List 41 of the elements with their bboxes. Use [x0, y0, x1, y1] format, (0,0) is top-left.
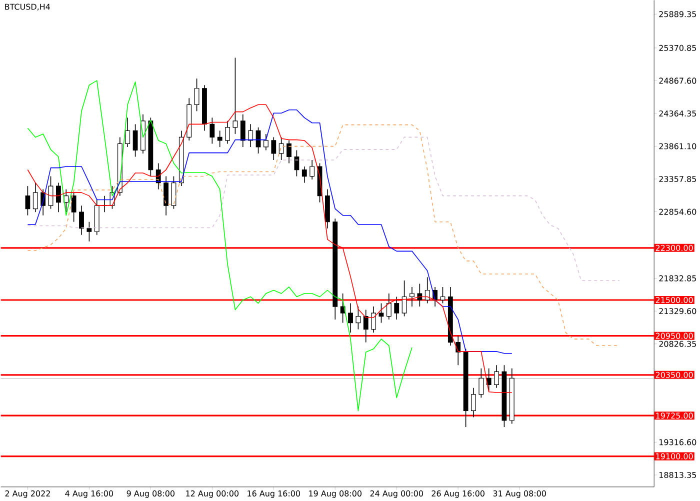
- candlestick: [278, 136, 284, 160]
- candlestick: [386, 292, 392, 320]
- candlestick: [164, 176, 168, 216]
- candlestick: [86, 221, 92, 242]
- candlestick: [217, 130, 222, 148]
- candlestick: [402, 280, 407, 317]
- candlestick: [264, 133, 268, 150]
- candlestick: [471, 387, 476, 418]
- candlestick: [25, 185, 30, 216]
- candlestick: [132, 124, 138, 157]
- candlestick: [478, 368, 484, 398]
- candlestick: [356, 306, 361, 330]
- candlestick: [232, 57, 238, 134]
- candlestick: [363, 309, 368, 343]
- candlestick: [340, 292, 346, 324]
- candlestick: [348, 302, 353, 333]
- candlestick: [225, 120, 230, 144]
- candlestick: [32, 182, 38, 212]
- candlestick: [424, 276, 430, 304]
- candlestick: [371, 306, 376, 333]
- candlestick: [410, 286, 414, 307]
- candlestick: [48, 176, 54, 210]
- candlestick: [56, 182, 61, 212]
- candlestick: [378, 302, 384, 324]
- candlestick: [125, 117, 130, 148]
- candlestick: [417, 283, 422, 307]
- candlestick: [194, 78, 200, 112]
- candlestick: [271, 136, 276, 160]
- candlestick: [286, 140, 292, 164]
- candlestick: [256, 126, 261, 154]
- candlestick: [248, 124, 254, 148]
- candlestick: [79, 205, 84, 236]
- candlestick: [210, 117, 215, 144]
- candlestick: [71, 192, 76, 222]
- candlestick: [302, 166, 307, 184]
- candlestick: [494, 364, 499, 388]
- candlestick: [240, 114, 246, 148]
- candlestick: [310, 159, 315, 180]
- candlestick: [394, 296, 400, 320]
- candlestick: [440, 286, 446, 304]
- candlestick: [294, 150, 300, 177]
